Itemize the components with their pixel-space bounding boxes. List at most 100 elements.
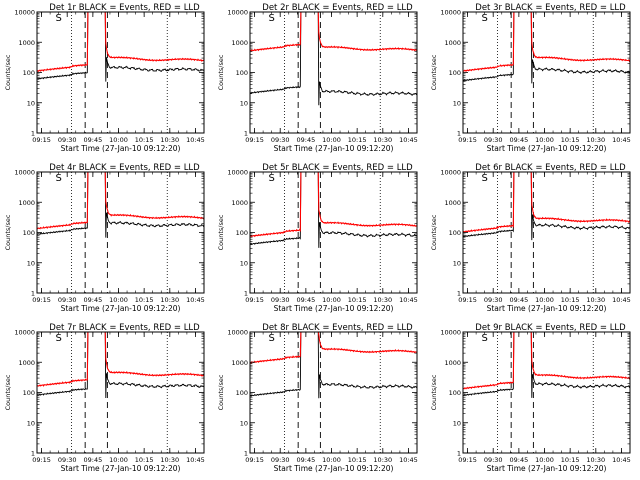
y-tick-label: 1 [244,290,248,298]
x-tick-label: 10:45 [612,136,631,144]
x-tick-label: 10:45 [612,456,631,464]
x-tick-label: 09:45 [83,456,102,464]
x-tick-label: 09:30 [58,456,77,464]
y-axis-label: Counts/sec [4,214,12,250]
y-axis-label: Counts/sec [217,214,225,250]
lld-series-line [250,172,417,238]
x-tick-label: 10:15 [135,136,154,144]
events-series-line [37,332,204,399]
x-tick-label: 09:45 [296,296,315,304]
x-tick-label: 09:45 [509,136,528,144]
plot-area [250,12,417,133]
y-tick-label: 1000 [444,359,461,367]
event-marker-label: S [268,333,274,344]
x-tick-label: 09:15 [32,136,51,144]
plot-area [463,12,630,133]
x-tick-label: 10:00 [535,456,554,464]
event-marker-label: S [481,173,487,184]
events-series-line [463,332,630,398]
x-tick-label: 09:15 [458,136,477,144]
plot-area [37,12,204,133]
panel-title: Det 3r BLACK = Events, RED = LLD [475,3,626,13]
x-axis-label: Start Time (27-Jan-10 09:12:20) [61,304,181,313]
x-tick-label: 10:00 [322,296,341,304]
x-tick-label: 10:30 [586,456,605,464]
plot-area [37,332,204,453]
y-tick-label: 100 [236,389,248,397]
event-marker-label: S [481,333,487,344]
y-tick-label: 1 [457,130,461,138]
x-tick-label: 10:15 [348,136,367,144]
x-tick-label: 10:45 [399,296,418,304]
y-tick-label: 10000 [14,329,35,337]
x-tick-label: 09:30 [484,456,503,464]
lld-series-line [37,172,204,230]
y-tick-label: 1000 [444,39,461,47]
x-tick-label: 09:30 [484,136,503,144]
plot-area [250,332,417,453]
panel-title: Det 8r BLACK = Events, RED = LLD [262,323,413,333]
x-axis-label: Start Time (27-Jan-10 09:12:20) [274,464,394,473]
x-tick-label: 09:45 [83,296,102,304]
lld-series-line [463,332,630,390]
x-tick-label: 10:45 [612,296,631,304]
lld-series-line [37,332,204,387]
x-tick-label: 10:30 [160,296,179,304]
y-tick-label: 10 [453,99,461,107]
events-series-line [250,12,417,106]
x-tick-label: 10:30 [373,456,392,464]
y-tick-label: 1000 [18,39,35,47]
y-tick-label: 1000 [18,199,35,207]
event-marker-label: S [55,333,61,344]
x-tick-label: 10:00 [322,136,341,144]
panel-title: Det 2r BLACK = Events, RED = LLD [262,3,413,13]
x-tick-label: 09:45 [296,136,315,144]
y-tick-label: 10 [240,259,248,267]
y-tick-label: 100 [23,69,35,77]
y-tick-label: 1 [457,290,461,298]
x-tick-label: 09:15 [245,136,264,144]
axes-frame [462,11,631,134]
y-tick-label: 10 [27,99,35,107]
y-tick-label: 1000 [444,199,461,207]
y-tick-label: 100 [449,229,461,237]
event-marker-label: S [55,173,61,184]
panel-title: Det 7r BLACK = Events, RED = LLD [49,323,200,333]
y-tick-label: 10 [240,419,248,427]
y-tick-label: 10000 [14,169,35,177]
y-axis-label: Counts/sec [217,374,225,410]
x-tick-label: 10:00 [109,296,128,304]
y-tick-label: 10 [453,259,461,267]
x-tick-label: 10:30 [586,136,605,144]
plot-area [463,332,630,453]
events-series-line [250,172,417,248]
y-tick-label: 1 [31,290,35,298]
x-tick-label: 10:15 [348,456,367,464]
y-tick-label: 100 [236,69,248,77]
lld-series-line [37,12,204,73]
panel-title: Det 9r BLACK = Events, RED = LLD [475,323,626,333]
x-tick-label: 09:45 [296,456,315,464]
plot-area [463,172,630,293]
x-tick-label: 10:45 [186,296,205,304]
panel-title: Det 5r BLACK = Events, RED = LLD [262,163,413,173]
y-tick-label: 10000 [227,169,248,177]
x-tick-label: 10:30 [373,296,392,304]
x-tick-label: 09:15 [245,456,264,464]
panel-title: Det 4r BLACK = Events, RED = LLD [49,163,200,173]
y-tick-label: 1 [457,450,461,458]
event-marker-label: S [268,173,274,184]
axes-frame [36,171,205,294]
x-tick-label: 10:15 [561,456,580,464]
x-axis-label: Start Time (27-Jan-10 09:12:20) [274,304,394,313]
x-tick-label: 10:30 [586,296,605,304]
events-series-line [250,332,417,399]
y-tick-label: 10000 [440,329,461,337]
axes-frame [249,11,418,134]
y-tick-label: 1000 [18,359,35,367]
lld-series-line [463,12,630,73]
lld-series-line [250,12,417,52]
